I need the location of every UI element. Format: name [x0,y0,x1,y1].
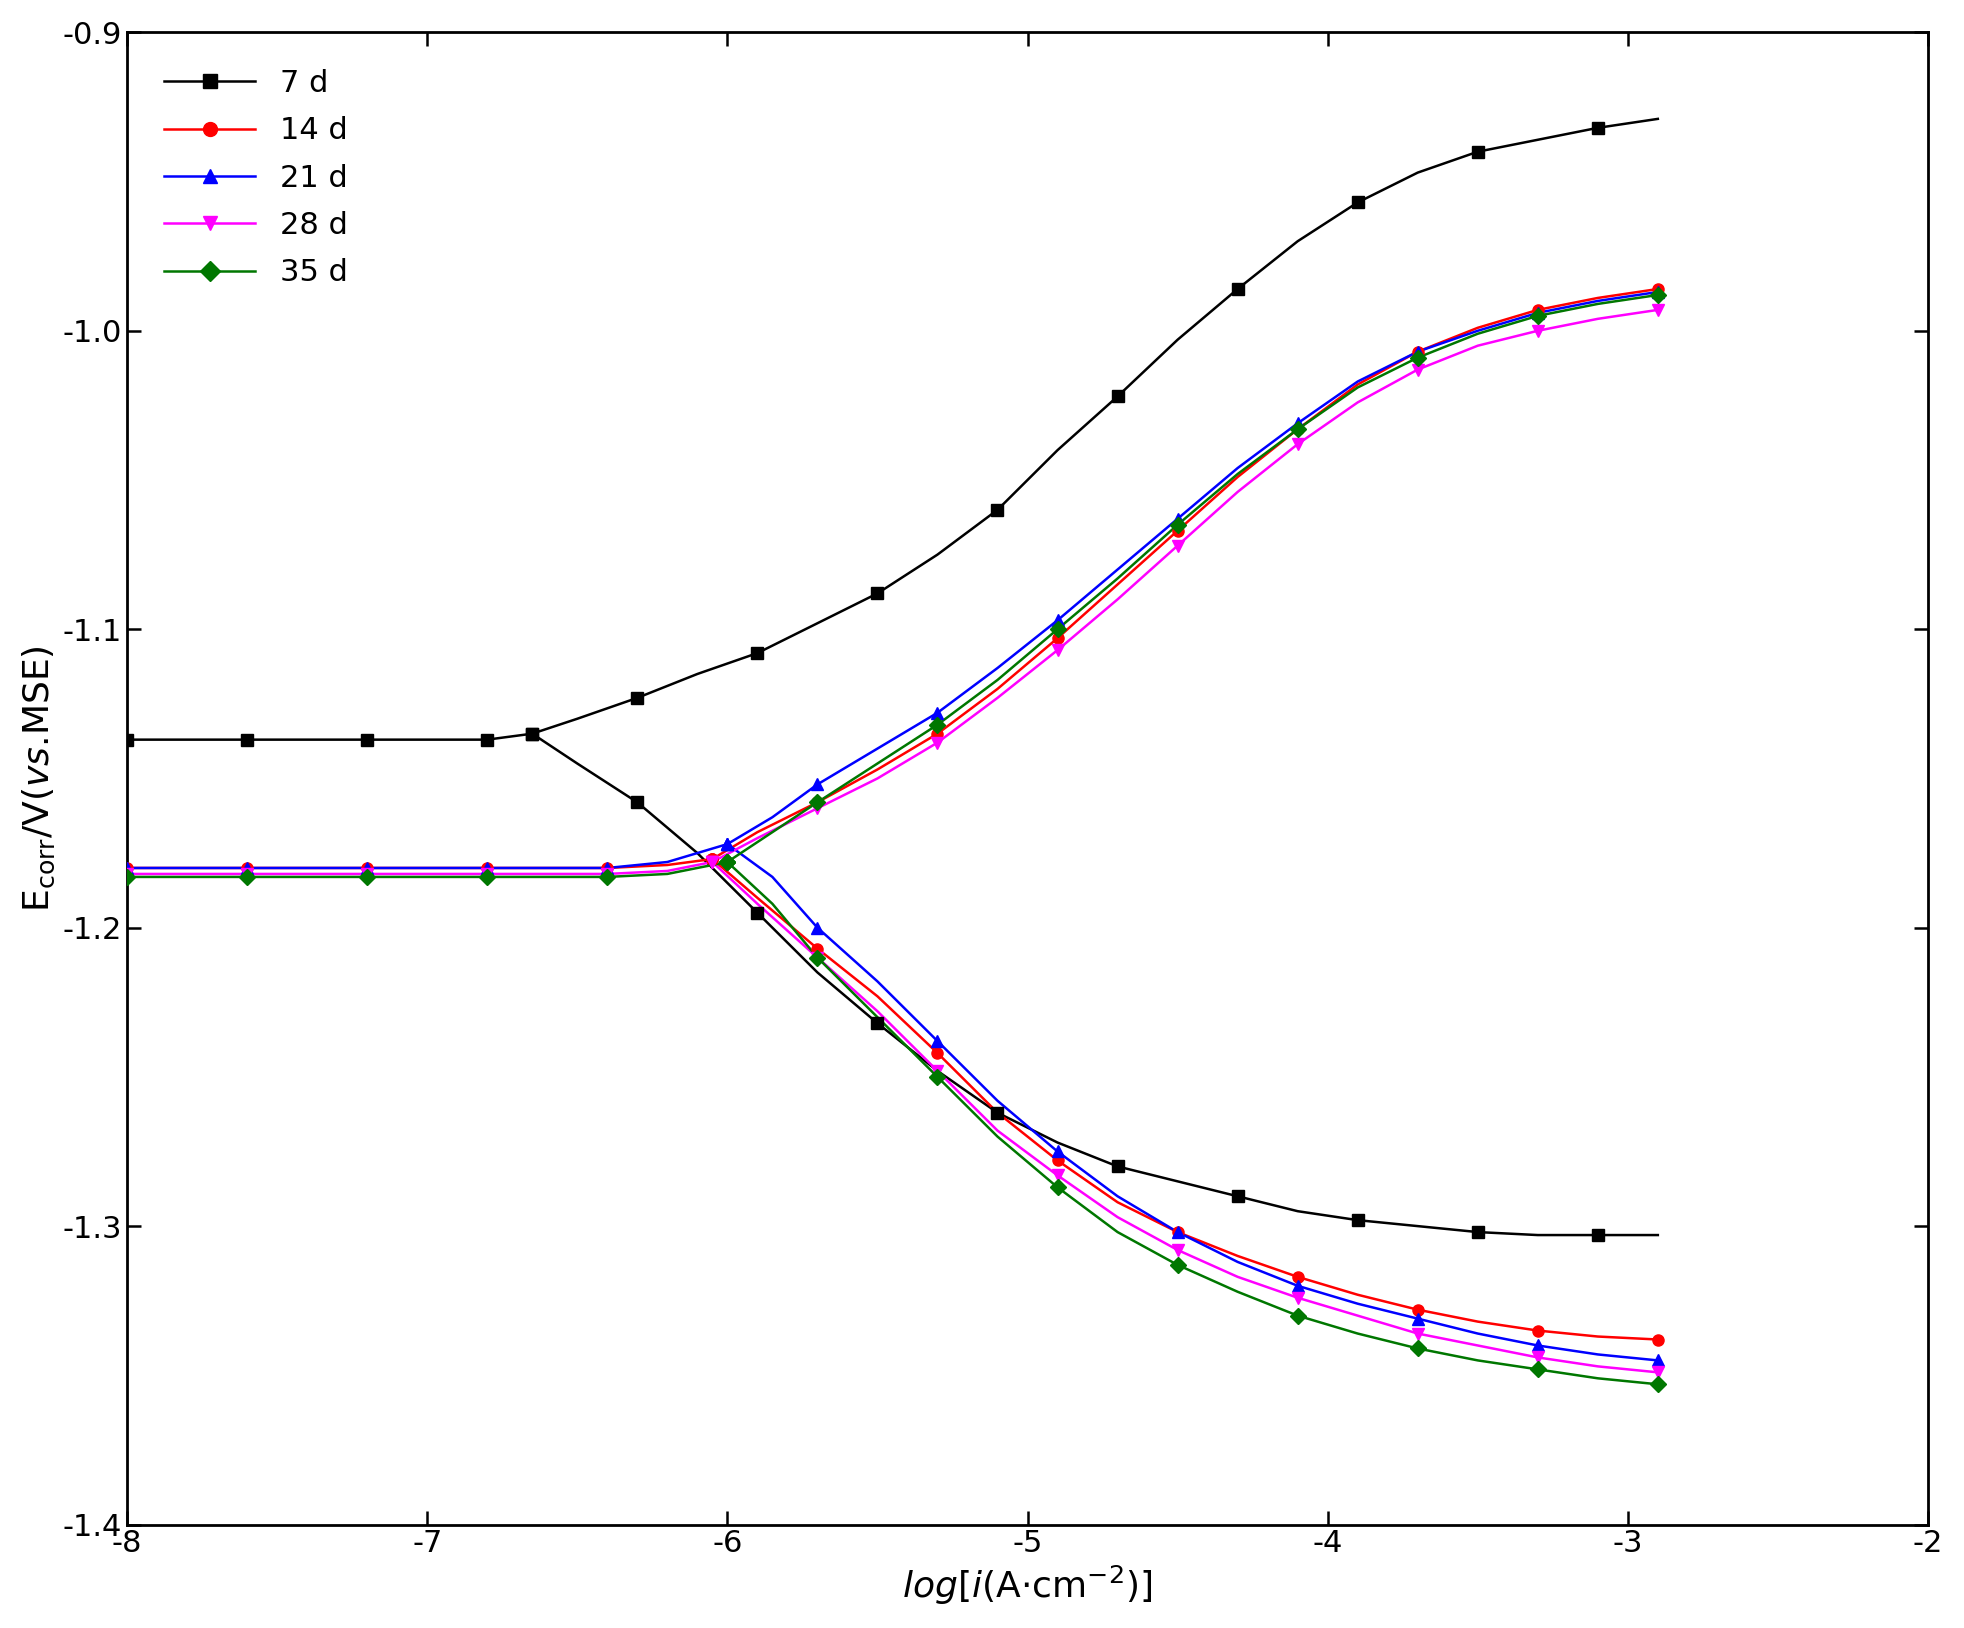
Legend: 7 d, 14 d, 21 d, 28 d, 35 d: 7 d, 14 d, 21 d, 28 d, 35 d [151,57,359,300]
Y-axis label: E$_{\mathrm{corr}}$/V($\mathit{vs}$.MSE): E$_{\mathrm{corr}}$/V($\mathit{vs}$.MSE) [22,645,57,912]
X-axis label: $\mathit{log}$[$\mathit{i}$(A$\cdot$cm$^{-2}$)]: $\mathit{log}$[$\mathit{i}$(A$\cdot$cm$^… [901,1565,1153,1607]
